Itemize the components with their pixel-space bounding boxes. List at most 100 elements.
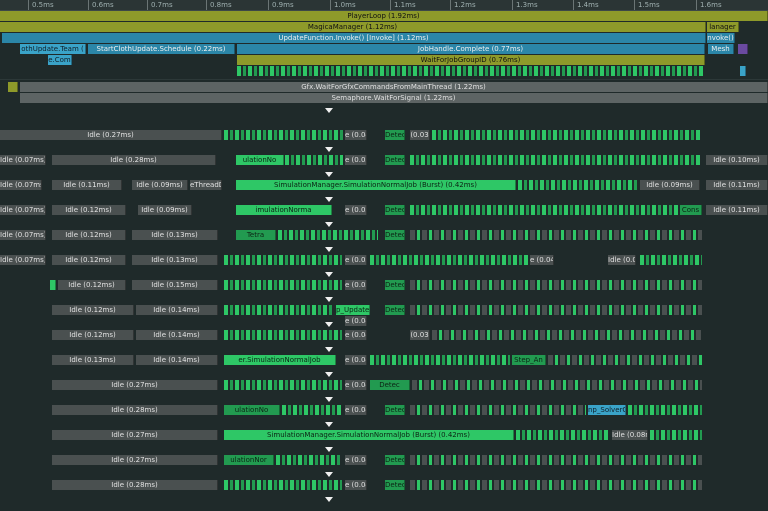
collapse-arrow-icon[interactable]	[325, 422, 333, 427]
time-ruler[interactable]: 0.5ms 0.6ms 0.7ms 0.8ms 0.9ms 1.0ms 1.1m…	[0, 0, 768, 11]
collapse-arrow-icon[interactable]	[325, 297, 333, 302]
sample-idle[interactable]: Idle (0.13ms)	[132, 230, 218, 240]
sample-detect[interactable]: Detec	[385, 130, 405, 140]
sample-detect[interactable]: Detec	[385, 480, 405, 490]
sample-idle[interactable]: Idle (0.12ms)	[52, 205, 126, 215]
sample-detect[interactable]: Detec	[385, 155, 405, 165]
sample-job[interactable]: e (0.05m	[345, 255, 367, 265]
sample-detect[interactable]: Detec	[385, 405, 405, 415]
sample-job[interactable]: eThreadD	[190, 180, 222, 190]
sample-idle[interactable]: Idle (0.09ms)	[132, 180, 188, 190]
sample-purple-marker[interactable]	[738, 44, 748, 54]
sample-idle[interactable]: Idle (0.12ms)	[58, 280, 126, 290]
sample-idle[interactable]: Idle (0.14ms)	[136, 355, 218, 365]
sample-idle[interactable]: Idle (0.12ms)	[52, 255, 126, 265]
profiler-timeline[interactable]: PlayerLoop (1.92ms) MagicaManager (1.12m…	[0, 11, 768, 511]
sample-job[interactable]: e (0.05m	[345, 205, 367, 215]
sample-small-blue[interactable]	[740, 66, 746, 76]
sample-detect[interactable]: Detec	[385, 205, 405, 215]
sample-wait-for-job-group[interactable]: WaitForJobGroupID (0.76ms)	[237, 55, 705, 65]
collapse-arrow-icon[interactable]	[325, 172, 333, 177]
sample-render-begin[interactable]	[8, 82, 18, 92]
sample-job[interactable]: e (0.05m	[345, 155, 367, 165]
sample-idle[interactable]: Idle (0.12ms)	[52, 230, 126, 240]
sample-idle[interactable]: Idle (0.27ms)	[52, 430, 218, 440]
sample-idle[interactable]: Idle (0.12ms)	[52, 330, 134, 340]
collapse-arrow-icon[interactable]	[325, 147, 333, 152]
sample-invoke-2[interactable]: nvoke()	[707, 33, 735, 43]
collapse-arrow-icon[interactable]	[325, 447, 333, 452]
collapse-arrow-icon[interactable]	[325, 247, 333, 252]
sample-idle[interactable]: Idle (0.08ms)	[612, 430, 648, 440]
sample-idle[interactable]: Idle (0.28ms)	[52, 405, 218, 415]
sample-cloth-update-team[interactable]: othUpdate.Team (	[20, 44, 86, 54]
sample-detect[interactable]: Detec	[385, 305, 405, 315]
sample-detect[interactable]: Detec	[370, 380, 410, 390]
collapse-arrow-icon[interactable]	[325, 322, 333, 327]
sample-idle[interactable]: Idle (0.27ms)	[0, 130, 222, 140]
sample-idle[interactable]: Idle (0.12ms)	[52, 305, 134, 315]
sample-idle[interactable]: Idle (0.28ms)	[52, 155, 216, 165]
sample-detect[interactable]: Detec	[385, 230, 405, 240]
sample-job[interactable]	[50, 280, 56, 290]
sample-job[interactable]: e (0.05m	[345, 280, 367, 290]
sample-simulation-normal-job[interactable]: SimulationManager.SimulationNormalJob (B…	[236, 180, 516, 190]
collapse-arrow-icon[interactable]	[325, 222, 333, 227]
sample-job[interactable]: Tetra	[236, 230, 276, 240]
sample-job[interactable]: (0.03	[410, 130, 430, 140]
sample-e-com[interactable]: e.Com	[48, 55, 72, 65]
sample-job[interactable]: e (0.04r	[345, 455, 367, 465]
sample-job[interactable]: imulationNorma	[236, 205, 332, 215]
collapse-arrow-icon[interactable]	[325, 397, 333, 402]
sample-magica-manager-2[interactable]: lanager	[707, 22, 739, 32]
sample-semaphore-wait[interactable]: Semaphore.WaitForSignal (1.22ms)	[20, 93, 768, 103]
sample-solver[interactable]: np_SolverO	[588, 405, 626, 415]
sample-idle[interactable]: Idle (0.13ms)	[52, 355, 134, 365]
collapse-arrow-icon[interactable]	[325, 347, 333, 352]
sample-job[interactable]: e (0.04r	[345, 405, 367, 415]
collapse-arrow-icon[interactable]	[325, 108, 333, 113]
sample-idle[interactable]: Idle (0.05m	[608, 255, 636, 265]
sample-job[interactable]: ulationNor	[224, 455, 274, 465]
sample-step-an[interactable]: Step_An	[512, 355, 546, 365]
sample-job[interactable]: e (0.04r	[345, 330, 367, 340]
sample-idle[interactable]: Idle (0.14ms)	[136, 305, 218, 315]
sample-job[interactable]: e (0.04r	[345, 380, 367, 390]
sample-gfx-wait[interactable]: Gfx.WaitForGfxCommandsFromMainThread (1.…	[20, 82, 768, 92]
sample-idle[interactable]: Idle (0.15ms)	[132, 280, 218, 290]
sample-mesh[interactable]: Mesh	[708, 44, 734, 54]
sample-simulation-normal-job[interactable]: er.SimulationNormalJob	[224, 355, 336, 365]
collapse-arrow-icon[interactable]	[325, 472, 333, 477]
sample-idle[interactable]: Idle (0.10ms)	[706, 155, 768, 165]
sample-job[interactable]: ulationNo	[224, 405, 280, 415]
sample-start-cloth-update[interactable]: StartClothUpdate.Schedule (0.22ms)	[88, 44, 235, 54]
sample-idle[interactable]: Idle (0.28ms)	[52, 480, 218, 490]
sample-idle[interactable]: Idle (0.07ms)	[0, 205, 46, 215]
sample-idle[interactable]: Idle (0.14ms)	[136, 330, 218, 340]
sample-idle[interactable]: Idle (0.07ms)	[0, 180, 42, 190]
sample-job[interactable]: p_Update	[336, 305, 370, 315]
sample-magica-manager[interactable]: MagicaManager (1.12ms)	[0, 22, 706, 32]
sample-job[interactable]: Cons	[680, 205, 702, 215]
sample-idle[interactable]: Idle (0.07ms)	[0, 155, 46, 165]
sample-player-loop[interactable]: PlayerLoop (1.92ms)	[0, 11, 768, 21]
sample-detect[interactable]: Detec	[385, 280, 405, 290]
sample-update-function[interactable]: UpdateFunction.Invoke() [Invoke] (1.12ms…	[2, 33, 706, 43]
sample-job[interactable]: e (0.04r	[345, 355, 367, 365]
sample-idle[interactable]: Idle (0.11ms)	[52, 180, 122, 190]
sample-job[interactable]: e (0.04r	[345, 316, 367, 326]
sample-job[interactable]: e (0.04r	[345, 480, 367, 490]
sample-idle[interactable]: Idle (0.11ms)	[706, 205, 768, 215]
sample-idle[interactable]: Idle (0.09ms)	[138, 205, 192, 215]
sample-job-handle-complete[interactable]: JobHandle.Complete (0.77ms)	[237, 44, 705, 54]
sample-job[interactable]: (0.03	[410, 330, 430, 340]
sample-idle[interactable]: Idle (0.11ms)	[706, 180, 768, 190]
collapse-arrow-icon[interactable]	[325, 272, 333, 277]
sample-simulation-normal-job[interactable]: SimulationManager.SimulationNormalJob (B…	[224, 430, 514, 440]
sample-idle[interactable]: Idle (0.27ms)	[52, 380, 218, 390]
sample-idle[interactable]: Idle (0.07ms)	[0, 255, 46, 265]
sample-job[interactable]: e (0.04r	[530, 255, 554, 265]
sample-idle[interactable]: Idle (0.27ms)	[52, 455, 218, 465]
sample-idle[interactable]: Idle (0.09ms)	[640, 180, 700, 190]
sample-job[interactable]: ulationNo	[236, 155, 284, 165]
